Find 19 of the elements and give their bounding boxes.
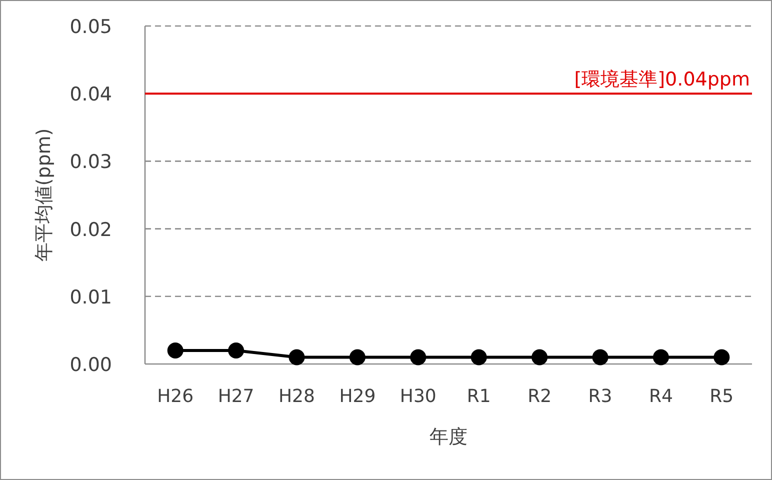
y-tick-label: 0.02 [70, 218, 112, 241]
ref-line-label: [環境基準]0.04ppm [574, 68, 750, 91]
x-tick-label: R2 [528, 386, 552, 407]
x-tick-label: R3 [588, 386, 612, 407]
y-tick-label: 0.03 [70, 151, 112, 174]
x-tick-label: R5 [710, 386, 734, 407]
x-tick-label: H27 [218, 386, 254, 407]
x-tick-label: H29 [339, 386, 376, 407]
y-tick-label: 0.04 [70, 84, 112, 106]
y-tick-label: 0.05 [70, 16, 112, 38]
x-tick-label: H30 [400, 386, 436, 407]
x-tick-label: R1 [466, 386, 491, 407]
y-tick-label: 0.01 [70, 286, 112, 308]
x-axis-title: 年度 [430, 426, 468, 448]
y-axis-title: 年平均値(ppm) [33, 128, 55, 262]
y-tick-label: 0.00 [70, 354, 112, 376]
x-tick-label: H26 [157, 386, 194, 407]
x-tick-label: H28 [278, 386, 315, 407]
x-tick-label: R4 [648, 386, 673, 407]
